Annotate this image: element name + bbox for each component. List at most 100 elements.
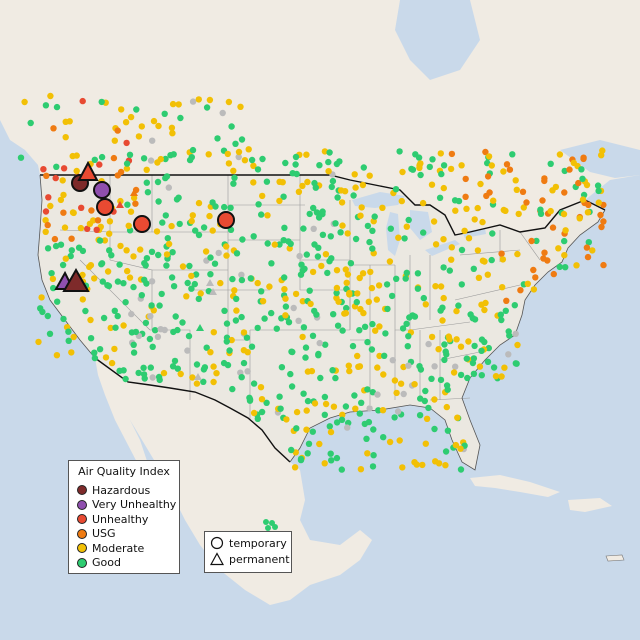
station-marker [212,203,219,210]
station-marker [530,286,538,293]
station-marker [124,267,131,275]
station-marker [213,370,220,377]
station-marker [283,416,290,423]
station-marker [584,253,592,261]
station-marker [250,380,258,387]
station-marker [120,322,127,329]
station-marker [428,333,436,341]
station-marker [155,251,162,259]
station-marker [471,216,478,223]
station-marker [321,411,328,418]
station-marker [91,275,98,282]
legend-item-usg: USG [69,527,179,542]
station-marker [104,268,112,275]
station-marker [91,349,98,356]
station-marker [475,274,483,281]
station-marker [49,275,57,283]
station-marker [57,196,65,204]
station-marker [168,222,175,230]
station-marker [452,441,460,449]
station-marker [304,397,312,405]
station-marker [65,337,72,344]
station-marker [148,248,156,255]
station-marker [210,378,217,386]
station-marker [162,155,169,163]
station-marker [276,197,283,205]
station-marker [114,172,122,179]
hazardous-swatch-icon [77,485,87,496]
station-marker [306,287,313,294]
station-marker [492,373,500,380]
station-marker [84,225,91,232]
station-marker [138,292,145,299]
station-marker [576,215,583,222]
station-marker [43,172,50,179]
station-marker [350,192,357,199]
station-marker [537,206,544,213]
station-marker [326,258,333,265]
station-marker [585,201,592,209]
station-marker [91,156,99,163]
station-marker [287,370,294,378]
station-marker [259,155,266,163]
station-marker [50,125,57,132]
station-marker [223,338,230,345]
station-marker [396,148,403,155]
station-marker [512,360,519,367]
station-marker [506,166,514,173]
station-marker [360,164,367,171]
station-marker [53,163,60,170]
station-marker [228,336,235,344]
station-marker [70,209,77,217]
station-marker [356,363,364,370]
station-marker [327,428,335,436]
legend-label: Hazardous [92,483,151,497]
station-marker [354,290,361,297]
station-marker [250,409,258,417]
station-marker [75,244,83,251]
legend-label: Very Unhealthy [92,498,177,512]
station-marker [333,454,341,462]
station-marker [142,262,149,269]
station-marker [96,161,103,168]
station-marker [185,332,193,340]
station-marker [111,137,119,144]
station-marker [429,156,436,163]
station-marker [123,247,130,254]
station-marker [599,147,606,154]
station-marker [168,124,176,131]
station-marker [400,363,407,371]
station-marker [244,368,251,375]
unhealthy-station-temporary [217,211,235,229]
station-marker [116,367,123,374]
station-marker [211,260,219,267]
station-marker [457,445,464,452]
station-marker [319,208,326,215]
station-marker [426,163,433,171]
station-marker [400,390,407,398]
station-marker [470,265,477,272]
station-marker [541,177,548,185]
station-marker [462,175,469,183]
unhealthy-swatch-icon [77,514,87,525]
station-marker [422,440,429,447]
station-marker [51,235,59,243]
station-marker [238,313,245,321]
station-marker [239,236,246,243]
station-marker [303,426,310,433]
station-marker [163,251,171,258]
station-marker [170,151,177,158]
station-marker [369,320,376,328]
station-marker [307,300,314,308]
station-marker [162,212,169,219]
station-marker [164,235,171,242]
station-marker [485,153,493,160]
station-marker [91,354,99,362]
station-marker [192,227,199,234]
station-marker [122,119,130,126]
station-marker [143,255,151,262]
station-marker [422,301,429,308]
station-marker [533,237,540,245]
station-marker [414,270,422,277]
station-marker [122,299,129,306]
